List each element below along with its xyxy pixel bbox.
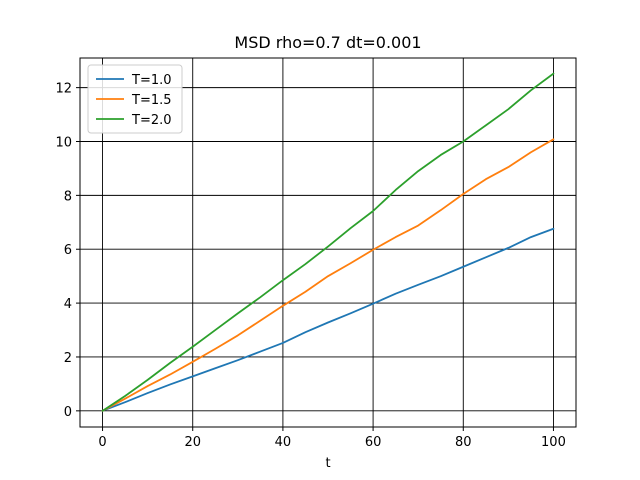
x-tick-label: 80 [455, 435, 472, 450]
y-tick-label: 6 [64, 243, 72, 258]
y-tick-label: 0 [64, 405, 72, 420]
legend: T=1.0 T=1.5 T=2.0 [87, 64, 183, 134]
legend-box [87, 64, 183, 134]
x-tick-label: 40 [275, 435, 292, 450]
y-tick-label: 10 [55, 135, 72, 150]
axis-ticks: 0 20 40 60 80 100 0 2 4 6 8 10 12 [55, 82, 565, 450]
chart-title: MSD rho=0.7 dt=0.001 [234, 33, 421, 52]
x-tick-label: 100 [541, 435, 566, 450]
x-axis-label: t [325, 456, 330, 471]
legend-label-3: T=2.0 [131, 113, 172, 128]
x-tick-label: 20 [184, 435, 201, 450]
series-line-1 [101, 227, 555, 412]
series-line-2 [101, 138, 555, 412]
legend-label-1: T=1.0 [131, 73, 172, 88]
series-line-3 [101, 72, 555, 412]
x-tick-label: 60 [365, 435, 382, 450]
plot-frame [79, 57, 577, 428]
y-tick-label: 12 [55, 82, 72, 97]
y-tick-label: 8 [64, 189, 72, 204]
y-tick-label: 4 [64, 297, 72, 312]
y-tick-label: 2 [64, 351, 72, 366]
series-lines [101, 72, 555, 412]
x-tick-label: 0 [98, 435, 106, 450]
legend-label-2: T=1.5 [131, 93, 172, 108]
